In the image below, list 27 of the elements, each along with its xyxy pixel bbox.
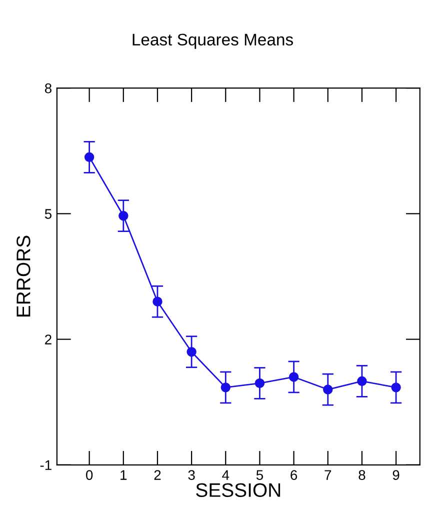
- x-axis-title: SESSION: [196, 483, 280, 497]
- x-tick-label: 3: [188, 470, 195, 480]
- chart-title: Least Squares Means: [132, 34, 293, 49]
- point: [288, 372, 299, 382]
- x-tick-label: 2: [154, 470, 161, 480]
- point: [186, 346, 196, 357]
- y-axis-title: ERRORS: [16, 236, 30, 316]
- x-tick-label: 7: [324, 470, 332, 480]
- point: [254, 378, 265, 388]
- point: [84, 152, 94, 162]
- y-tick-label: 5: [44, 209, 52, 219]
- x-tick-label: 4: [222, 470, 230, 480]
- y-tick-label: 2: [45, 334, 52, 344]
- y-tick-label: 8: [44, 83, 52, 94]
- x-tick-label: 0: [86, 470, 93, 480]
- point: [357, 376, 367, 386]
- point: [323, 384, 333, 394]
- x-tick-label: 6: [290, 470, 298, 480]
- point: [152, 296, 162, 306]
- x-tick-label: 5: [256, 470, 264, 480]
- point: [391, 382, 401, 392]
- y-tick-label: -1: [40, 460, 52, 470]
- point: [220, 382, 231, 392]
- x-tick-label: 1: [120, 470, 127, 480]
- point: [118, 210, 128, 221]
- x-tick-label: 9: [392, 470, 400, 480]
- x-tick-label: 8: [358, 470, 366, 480]
